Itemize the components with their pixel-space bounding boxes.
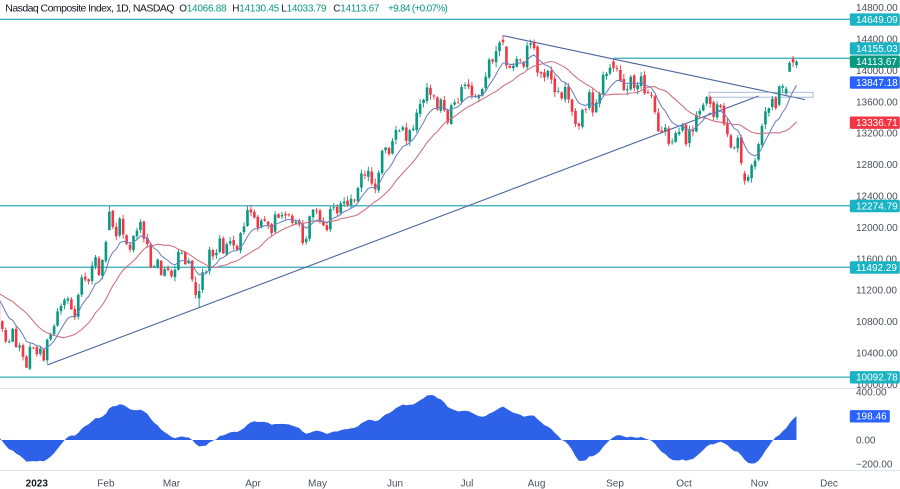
svg-text:Jul: Jul: [461, 479, 474, 489]
svg-text:Feb: Feb: [97, 479, 115, 489]
svg-text:14400.00: 14400.00: [856, 35, 898, 46]
svg-text:10092.78: 10092.78: [856, 373, 898, 384]
svg-text:H14130.45: H14130.45: [232, 3, 279, 14]
svg-text:L14033.79: L14033.79: [281, 3, 327, 14]
svg-text:13200.00: 13200.00: [856, 129, 898, 140]
svg-text:12274.79: 12274.79: [856, 201, 898, 212]
svg-text:12400.00: 12400.00: [856, 192, 898, 203]
svg-text:13336.71: 13336.71: [856, 118, 898, 129]
svg-text:0.00: 0.00: [856, 436, 876, 447]
svg-text:Nov: Nov: [751, 479, 769, 489]
svg-text:C14113.67: C14113.67: [333, 3, 380, 14]
svg-text:14000.00: 14000.00: [856, 66, 898, 77]
svg-text:14113.67: 14113.67: [856, 57, 897, 68]
svg-text:Apr: Apr: [245, 479, 261, 489]
svg-text:12000.00: 12000.00: [856, 223, 898, 234]
svg-text:+9.84 (+0.07%): +9.84 (+0.07%): [388, 3, 448, 14]
svg-text:14649.09: 14649.09: [856, 15, 898, 26]
svg-text:Aug: Aug: [528, 479, 546, 489]
svg-text:400.00: 400.00: [856, 387, 887, 398]
svg-text:O14066.88: O14066.88: [179, 3, 227, 14]
svg-text:2023: 2023: [26, 479, 49, 489]
svg-text:May: May: [308, 479, 327, 489]
svg-text:Dec: Dec: [820, 479, 838, 489]
svg-text:Mar: Mar: [163, 479, 181, 489]
svg-text:−200.00: −200.00: [856, 460, 893, 471]
svg-text:11200.00: 11200.00: [856, 286, 897, 297]
svg-text:198.46: 198.46: [856, 412, 887, 423]
svg-text:14155.03: 14155.03: [856, 44, 898, 55]
svg-text:13600.00: 13600.00: [856, 97, 898, 108]
svg-text:11600.00: 11600.00: [856, 254, 897, 265]
svg-text:Sep: Sep: [606, 479, 624, 489]
svg-text:12800.00: 12800.00: [856, 160, 898, 171]
svg-text:10400.00: 10400.00: [856, 349, 898, 360]
svg-text:Jun: Jun: [387, 479, 403, 489]
svg-text:14800.00: 14800.00: [856, 3, 898, 14]
svg-text:13847.18: 13847.18: [856, 78, 898, 89]
svg-text:Oct: Oct: [676, 479, 692, 489]
svg-text:10000.00: 10000.00: [856, 380, 898, 391]
svg-text:Nasdaq Composite Index, 1D, NA: Nasdaq Composite Index, 1D, NASDAQ: [5, 2, 174, 14]
svg-text:10800.00: 10800.00: [856, 317, 898, 328]
svg-text:11492.29: 11492.29: [856, 263, 897, 274]
